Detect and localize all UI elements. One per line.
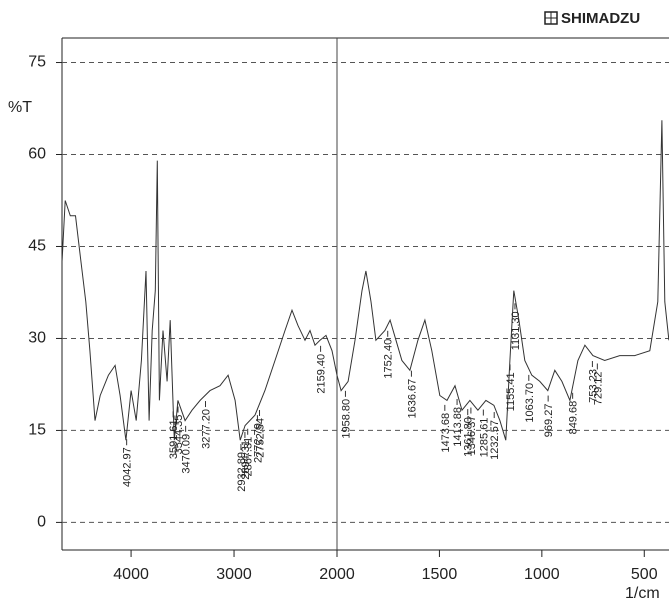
peak-label: 1361.80 [463, 417, 475, 457]
peak-label: 1346.37 [466, 416, 478, 456]
peak-label: 1752.40 [383, 339, 395, 379]
peak-label: 2867.31 [243, 437, 255, 477]
peak-label: 1063.70 [524, 383, 536, 423]
x-tick-label: 1500 [422, 566, 458, 583]
peak-label: 729.12 [592, 371, 604, 405]
peak-label: 3277.20 [200, 409, 212, 449]
peak-label: 1155.41 [505, 372, 517, 411]
peak-label: 1131.30 [510, 311, 522, 350]
peak-label: 1232.57 [489, 420, 501, 460]
x-tick-label: 4000 [113, 566, 149, 583]
y-tick-label: 30 [28, 330, 46, 347]
peak-label: 2932.89 [236, 452, 248, 492]
peak-label: 1636.67 [406, 379, 418, 419]
peak-label: 2894.31 [240, 440, 252, 480]
peak-label: 2752.54 [255, 418, 267, 458]
y-tick-label: 60 [28, 146, 46, 163]
y-tick-label: 0 [37, 514, 46, 531]
peak-label: 753.23 [587, 369, 599, 403]
logo: SHIMADZU [561, 10, 640, 27]
y-tick-label: 15 [28, 422, 46, 439]
x-tick-label: 1000 [524, 566, 560, 583]
peak-label: 849.68 [568, 401, 580, 435]
peak-label: 3544.35 [173, 415, 185, 455]
y-tick-label: 45 [28, 238, 46, 255]
x-tick-label: 3000 [216, 566, 252, 583]
x-axis-label: 1/cm [625, 585, 660, 602]
y-tick-label: 75 [28, 54, 46, 71]
x-tick-label: 2000 [319, 566, 355, 583]
peak-label: 2159.40 [316, 354, 328, 394]
peak-label: 3470.09 [181, 434, 193, 474]
peak-label: 2772.79 [252, 423, 264, 463]
peak-label: 1413.88 [452, 407, 464, 447]
x-tick-label: 500 [631, 566, 658, 583]
peak-label: 969.27 [543, 404, 555, 438]
spectrum-line [61, 120, 669, 441]
peak-label: 1285.61 [478, 418, 490, 458]
peak-label: 4042.97 [122, 447, 134, 487]
peak-label: 3591.61 [168, 419, 180, 459]
peak-label: 1958.80 [340, 399, 352, 439]
y-axis-label: %T [8, 99, 32, 116]
peak-label: 1473.68 [440, 413, 452, 453]
